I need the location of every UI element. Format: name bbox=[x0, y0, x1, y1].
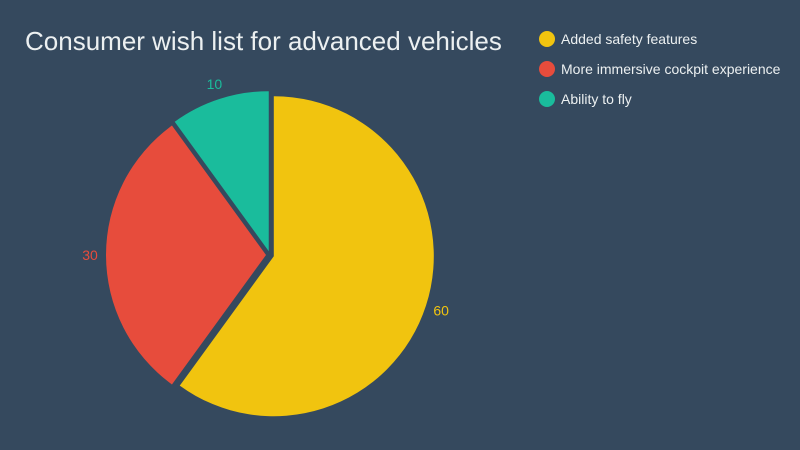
data-label: 60 bbox=[433, 303, 449, 319]
legend-marker bbox=[539, 91, 555, 107]
legend-marker bbox=[539, 31, 555, 47]
legend-item[interactable]: Ability to fly bbox=[539, 84, 780, 114]
legend-marker bbox=[539, 61, 555, 77]
pie-slice[interactable] bbox=[174, 91, 269, 252]
legend-item[interactable]: Added safety features bbox=[539, 24, 780, 54]
legend: Added safety features More immersive coc… bbox=[539, 24, 780, 114]
legend-item[interactable]: More immersive cockpit experience bbox=[539, 54, 780, 84]
legend-label: Ability to fly bbox=[561, 91, 632, 107]
data-label: 10 bbox=[207, 76, 223, 92]
chart-title: Consumer wish list for advanced vehicles bbox=[25, 26, 502, 56]
legend-label: Added safety features bbox=[561, 31, 698, 47]
legend-label: More immersive cockpit experience bbox=[561, 61, 781, 77]
pie-slice[interactable] bbox=[179, 96, 434, 417]
data-label: 30 bbox=[82, 247, 98, 263]
pie-slice[interactable] bbox=[106, 125, 267, 385]
